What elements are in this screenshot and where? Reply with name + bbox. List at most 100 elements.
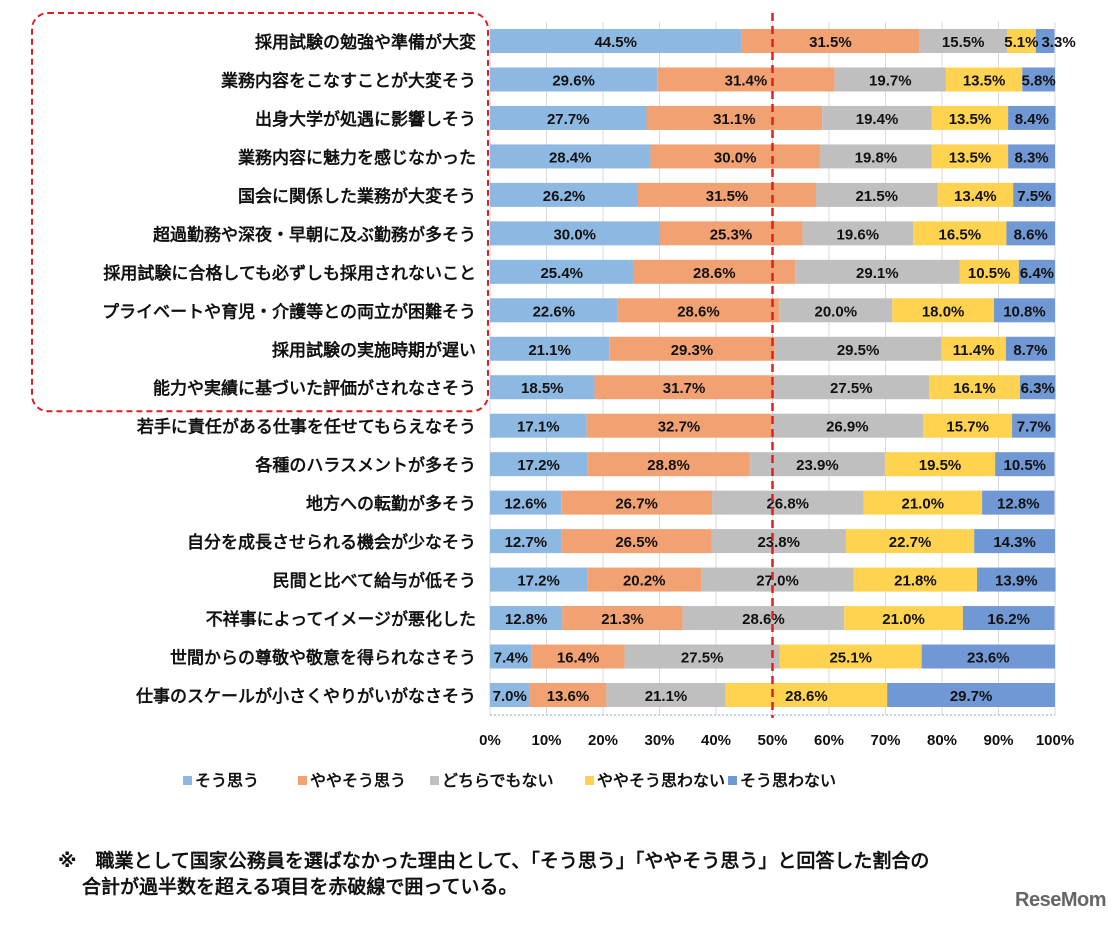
data-label: 31.7%: [663, 380, 706, 397]
bar-segment: [646, 105, 823, 130]
legend-label: そう思わない: [740, 771, 836, 790]
data-label: 31.5%: [809, 34, 852, 51]
bar-segment: [1018, 259, 1055, 284]
data-label: 25.1%: [829, 650, 872, 667]
data-label: 21.8%: [894, 573, 937, 590]
bar-segment: [490, 682, 530, 707]
data-label: 12.6%: [504, 496, 547, 513]
bar-segment: [921, 644, 1055, 669]
legend-swatch: [430, 776, 439, 785]
bar-segment: [561, 529, 712, 554]
bar-segment: [834, 67, 946, 92]
bar-segment: [490, 259, 634, 284]
data-label: 30.0%: [714, 149, 757, 166]
resemom-logo: ReseMom: [1015, 889, 1106, 911]
bar-segment: [606, 682, 726, 707]
bar-segment: [490, 67, 658, 92]
bar-segment: [490, 298, 618, 323]
bar-segment: [624, 644, 780, 669]
bar-segment: [490, 490, 562, 515]
data-label: 19.7%: [869, 72, 912, 89]
data-label: 13.4%: [954, 188, 997, 205]
category-label: 各種のハラスメントが多そう: [254, 455, 476, 476]
bar-segment: [490, 182, 639, 207]
data-label: 16.2%: [987, 611, 1030, 628]
data-label: 7.0%: [493, 688, 527, 705]
data-label: 16.5%: [939, 226, 982, 243]
x-tick-label: 20%: [588, 732, 618, 749]
category-label: 自分を成長させられる機会が少なそう: [187, 532, 476, 553]
bar-segment: [490, 529, 562, 554]
data-label: 29.7%: [950, 688, 993, 705]
data-label: 20.0%: [815, 303, 858, 320]
data-label: 26.2%: [543, 188, 586, 205]
bar-segment: [587, 452, 750, 477]
bar-segment: [1006, 29, 1036, 53]
bar-segment: [945, 67, 1023, 92]
data-label: 28.8%: [647, 457, 690, 474]
highlight-box: [31, 12, 489, 413]
x-tick-label: 10%: [531, 732, 561, 749]
data-label: 19.4%: [856, 111, 899, 128]
data-label: 13.5%: [949, 149, 992, 166]
bar-segment: [974, 529, 1055, 554]
data-label: 28.4%: [549, 149, 592, 166]
bar-segment: [1012, 413, 1056, 438]
bar-segment: [937, 182, 1014, 207]
bar-segment: [490, 105, 647, 130]
bar-segment: [822, 105, 932, 130]
bar-segment: [531, 644, 625, 669]
bar-segment: [929, 375, 1020, 400]
data-label: 13.5%: [949, 111, 992, 128]
bar-segment: [779, 298, 893, 323]
data-label: 20.2%: [623, 573, 666, 590]
bar-segment: [490, 221, 660, 246]
bar-segment: [771, 413, 924, 438]
data-label: 32.7%: [658, 419, 701, 436]
bar-segment: [490, 336, 610, 361]
x-tick-label: 0%: [479, 732, 501, 749]
data-label: 14.3%: [993, 534, 1036, 551]
data-label: 6.3%: [1021, 380, 1055, 397]
data-label: 18.0%: [922, 303, 965, 320]
legend-label: ややそう思う: [310, 771, 406, 790]
legend-swatch: [585, 776, 594, 785]
bar-segment: [919, 29, 1007, 53]
x-tick-label: 30%: [644, 732, 674, 749]
data-label: 28.6%: [693, 265, 736, 282]
category-label: 地方への転勤が多そう: [306, 494, 476, 515]
data-label: 21.1%: [528, 342, 571, 359]
bar-segment: [562, 606, 683, 631]
data-label: 15.7%: [946, 419, 989, 436]
bar-segment: [490, 452, 588, 477]
data-label: 29.1%: [856, 265, 899, 282]
data-label: 12.8%: [997, 496, 1040, 513]
category-label: プライベートや育児・介護等との両立が困難そう: [102, 301, 476, 322]
bar-segment: [609, 336, 775, 361]
bar-segment: [725, 682, 888, 707]
bar-segment: [941, 336, 1006, 361]
bar-segment: [490, 567, 588, 592]
data-label: 29.3%: [671, 342, 714, 359]
data-label: 19.8%: [855, 149, 898, 166]
data-label: 21.1%: [645, 688, 688, 705]
data-label: 23.9%: [796, 457, 839, 474]
bar-segment: [682, 606, 845, 631]
legend-label: ややそう思わない: [597, 771, 725, 790]
bar-segment: [633, 259, 796, 284]
bar-segment: [1035, 29, 1055, 53]
data-label: 27.5%: [830, 380, 873, 397]
data-label: 8.4%: [1015, 111, 1049, 128]
bar-segment: [845, 529, 975, 554]
bar-segment: [490, 144, 651, 169]
data-label: 21.5%: [855, 188, 898, 205]
bar-segment: [561, 490, 713, 515]
bar-segment: [1022, 67, 1055, 92]
category-label: 民間と比べて給与が低そう: [273, 571, 476, 592]
bar-segment: [993, 298, 1055, 323]
data-label: 10.5%: [968, 265, 1011, 282]
data-label: 8.3%: [1014, 149, 1048, 166]
bar-segment: [712, 490, 864, 515]
bar-segment: [529, 682, 607, 707]
